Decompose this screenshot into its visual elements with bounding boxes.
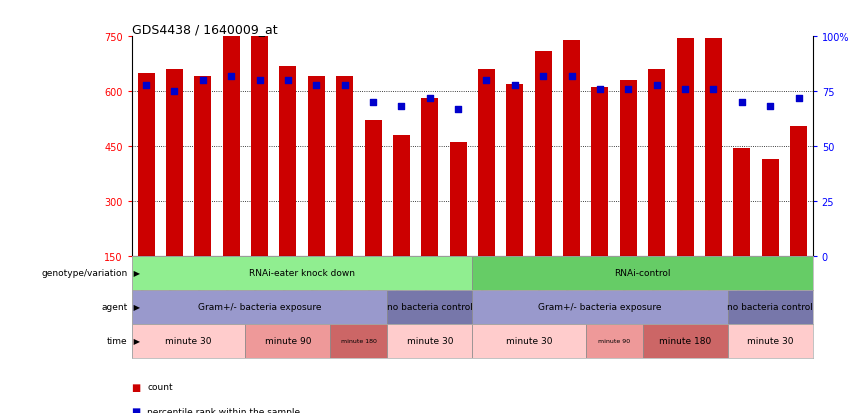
Bar [132, 324, 245, 358]
Text: count: count [147, 382, 173, 391]
Bar [478, 70, 495, 256]
Bar [336, 77, 353, 256]
Bar [308, 77, 325, 256]
Point [791, 95, 805, 102]
Bar [387, 324, 472, 358]
Point [423, 95, 437, 102]
Text: minute 90: minute 90 [598, 338, 631, 343]
Text: RNAi-eater knock down: RNAi-eater knock down [249, 268, 355, 278]
Point [621, 86, 635, 93]
Bar [734, 148, 751, 256]
Bar [563, 41, 580, 256]
Text: agent: agent [101, 302, 128, 311]
Point [253, 78, 266, 84]
Point [281, 78, 294, 84]
Text: ▶: ▶ [131, 336, 140, 345]
Text: minute 90: minute 90 [265, 336, 311, 345]
Point [480, 78, 494, 84]
Text: minute 180: minute 180 [659, 336, 711, 345]
Text: no bacteria control: no bacteria control [387, 302, 472, 311]
Bar [472, 256, 813, 290]
Point [225, 73, 238, 80]
Text: Gram+/- bacteria exposure: Gram+/- bacteria exposure [197, 302, 322, 311]
Bar [585, 324, 643, 358]
Bar [279, 66, 296, 256]
Bar [472, 290, 728, 324]
Text: RNAi-control: RNAi-control [614, 268, 671, 278]
Bar [138, 74, 155, 256]
Point [763, 104, 777, 111]
Text: ■: ■ [132, 382, 145, 392]
Text: minute 30: minute 30 [747, 336, 793, 345]
Bar [223, 0, 240, 256]
Text: ▶: ▶ [131, 268, 140, 278]
Bar [251, 8, 268, 256]
Text: Gram+/- bacteria exposure: Gram+/- bacteria exposure [538, 302, 662, 311]
Bar [762, 159, 779, 256]
Bar [591, 88, 608, 256]
Bar [620, 81, 637, 256]
Bar [132, 290, 387, 324]
Bar [728, 324, 813, 358]
Point [168, 89, 181, 95]
Point [536, 73, 550, 80]
Text: time: time [107, 336, 128, 345]
Bar [728, 290, 813, 324]
Bar [472, 324, 585, 358]
Bar [677, 39, 694, 256]
Point [310, 82, 323, 89]
Text: percentile rank within the sample: percentile rank within the sample [147, 407, 300, 413]
Text: no bacteria control: no bacteria control [728, 302, 813, 311]
Bar [245, 324, 330, 358]
Text: ▶: ▶ [131, 302, 140, 311]
Bar [506, 85, 523, 256]
Bar [194, 77, 211, 256]
Bar [790, 126, 807, 256]
Point [451, 106, 465, 113]
Point [140, 82, 153, 89]
Bar [393, 135, 410, 256]
Point [678, 86, 692, 93]
Bar [648, 70, 665, 256]
Text: minute 180: minute 180 [341, 338, 377, 343]
Text: GDS4438 / 1640009_at: GDS4438 / 1640009_at [132, 23, 277, 36]
Point [395, 104, 408, 111]
Bar [387, 290, 472, 324]
Bar [643, 324, 728, 358]
Bar [132, 256, 472, 290]
Point [706, 86, 720, 93]
Bar [166, 70, 183, 256]
Text: minute 30: minute 30 [165, 336, 212, 345]
Point [650, 82, 664, 89]
Point [735, 100, 749, 106]
Text: minute 30: minute 30 [505, 336, 552, 345]
Point [366, 100, 380, 106]
Bar [534, 52, 551, 256]
Point [338, 82, 351, 89]
Bar [449, 143, 466, 256]
Text: minute 30: minute 30 [407, 336, 453, 345]
Point [593, 86, 607, 93]
Text: genotype/variation: genotype/variation [42, 268, 128, 278]
Point [196, 78, 209, 84]
Bar [364, 121, 381, 256]
Text: ■: ■ [132, 406, 145, 413]
Bar [421, 99, 438, 256]
Point [565, 73, 579, 80]
Bar [330, 324, 387, 358]
Point [508, 82, 522, 89]
Bar [705, 39, 722, 256]
